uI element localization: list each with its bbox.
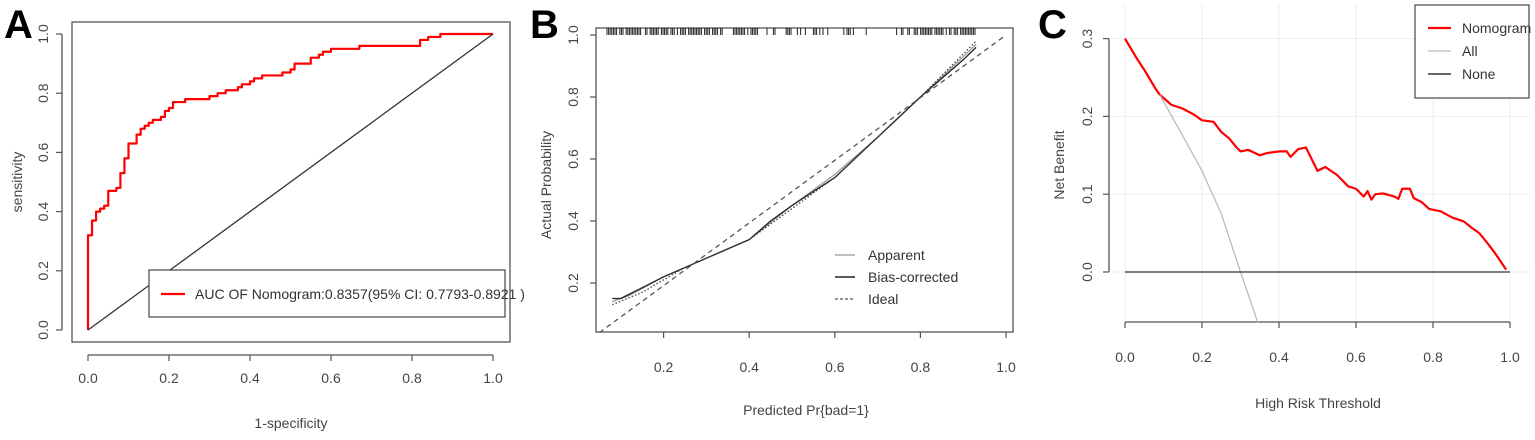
x-tick-label: 0.2 [159, 370, 179, 386]
x-tick-label: 1.0 [483, 370, 503, 386]
y-tick-label: 0.2 [35, 261, 51, 281]
x-tick-label: 0.2 [654, 359, 674, 375]
y-tick-label: 0.6 [565, 149, 581, 169]
x-axis-title: 1-specificity [254, 415, 327, 431]
x-tick-label: 0.8 [911, 359, 931, 375]
y-tick-label: 0.1 [1079, 184, 1095, 204]
x-tick-label: 0.2 [1192, 349, 1212, 365]
x-tick-label: 0.6 [1346, 349, 1366, 365]
legend: AUC OF Nomogram:0.8357(95% CI: 0.7793-0.… [148, 269, 525, 318]
legend-label-ideal: Ideal [868, 291, 898, 307]
series-apparent-dotted [611, 40, 977, 306]
series-layer [1124, 38, 1510, 323]
legend-label-all: All [1462, 43, 1478, 59]
x-tick-label: 0.8 [402, 370, 422, 386]
plot-frame [71, 21, 511, 343]
x-tick-label: 0.6 [825, 359, 845, 375]
legend: Apparent Bias-corrected Ideal [835, 247, 958, 307]
panel-label-b: B [530, 3, 559, 47]
plot-frame [595, 27, 1014, 333]
y-axis-title: Net Benefit [1051, 130, 1067, 199]
x-axis-title: High Risk Threshold [1255, 395, 1381, 411]
x-tick-label: 0.0 [1115, 349, 1135, 365]
series-layer [599, 34, 1007, 334]
y-tick-label: 0.8 [565, 87, 581, 107]
x-axis-ticks: 0.2 0.4 0.6 0.8 1.0 [654, 332, 1016, 375]
legend-label-none: None [1462, 66, 1496, 82]
y-tick-label: 1.0 [565, 25, 581, 45]
y-tick-label: 0.3 [1079, 29, 1095, 49]
y-tick-label: 0.4 [565, 211, 581, 231]
legend-label-nomogram: Nomogram [1462, 20, 1531, 36]
y-tick-label: 0.2 [1079, 106, 1095, 126]
x-tick-label: 0.6 [321, 370, 341, 386]
y-axis-ticks: 0.2 0.4 0.6 0.8 1.0 [565, 25, 596, 293]
series-nomogram [1124, 38, 1508, 271]
legend-label-nomogram: AUC OF Nomogram:0.8357(95% CI: 0.7793-0.… [195, 286, 525, 302]
series-ideal [599, 34, 1007, 334]
series-auc-of-nomogram-0-8357-95-ci-0-7793-0-8921 [86, 32, 493, 330]
y-axis-title: Actual Probability [538, 131, 554, 239]
series-all [1159, 94, 1259, 323]
panel-label-a: A [4, 3, 33, 47]
legend-label-bias-corrected: Bias-corrected [868, 269, 958, 285]
x-tick-label: 1.0 [996, 359, 1016, 375]
y-tick-label: 0.0 [35, 320, 51, 340]
legend: Nomogram All None [1414, 4, 1531, 99]
panel-b-calibration-chart: B 0.2 0.4 0.6 0.8 1.0 0.2 0.4 0.6 0.8 1.0 Predic… [530, 3, 1016, 418]
x-tick-label: 0.4 [240, 370, 260, 386]
y-tick-label: 0.0 [1079, 262, 1095, 282]
x-tick-label: 0.8 [1423, 349, 1443, 365]
y-axis-ticks: 0.0 0.2 0.4 0.6 0.8 1.0 [35, 24, 63, 340]
x-tick-label: 0.4 [1269, 349, 1289, 365]
rug-marks [606, 28, 976, 35]
x-axis-ticks: 0.0 0.2 0.4 0.6 0.8 1.0 [1115, 321, 1520, 365]
y-axis-title: sensitivity [9, 152, 25, 213]
panel-c-decision-curve-chart: C 0.0 0.2 0.4 0.6 0.8 1.0 0.0 0.1 0.2 0.3 High R… [1038, 3, 1531, 411]
series-apparent [612, 43, 977, 303]
panel-a-roc-chart: A 0.0 0.2 0.4 0.6 0.8 1.0 0.00.20.40.60.81.0 … [4, 3, 525, 431]
y-axis-ticks: 0.0 0.1 0.2 0.3 [1079, 29, 1110, 282]
y-tick-label: 0.6 [35, 142, 51, 162]
legend-label-apparent: Apparent [868, 247, 925, 263]
y-tick-label: 0.2 [565, 273, 581, 293]
x-axis-title: Predicted Pr{bad=1} [743, 402, 869, 418]
x-axis-ticks: 0.0 0.2 0.4 0.6 0.8 1.0 [78, 354, 503, 386]
x-tick-label: 0.0 [78, 370, 98, 386]
series-bias-corrected [612, 46, 977, 300]
y-tick-label: 0.4 [35, 202, 51, 222]
x-tick-label: 0.4 [739, 359, 759, 375]
y-tick-label: 0.8 [35, 83, 51, 103]
panel-label-c: C [1038, 3, 1067, 47]
x-tick-label: 1.0 [1500, 349, 1520, 365]
y-tick-label: 1.0 [35, 24, 51, 44]
